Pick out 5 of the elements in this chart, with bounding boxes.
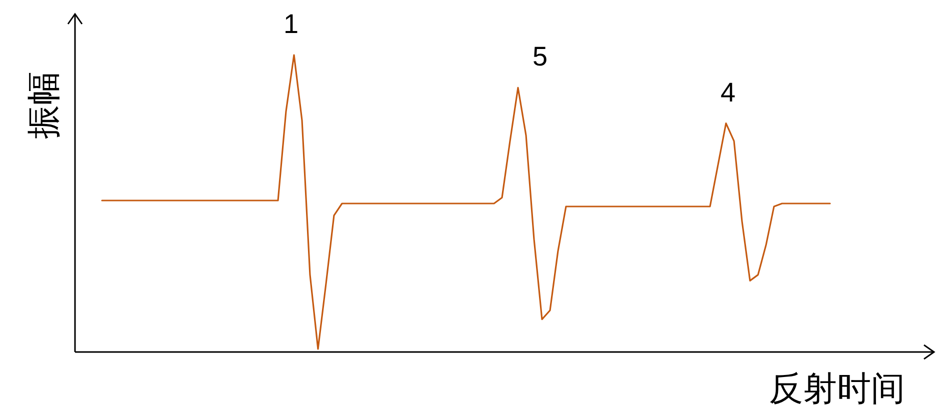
y-axis-title: 振幅 [24, 71, 64, 139]
annotation: 5 [532, 42, 548, 72]
annotation: 4 [720, 77, 736, 108]
text: 1 [283, 9, 299, 39]
x-axis-title: 反射时间 [769, 369, 905, 408]
